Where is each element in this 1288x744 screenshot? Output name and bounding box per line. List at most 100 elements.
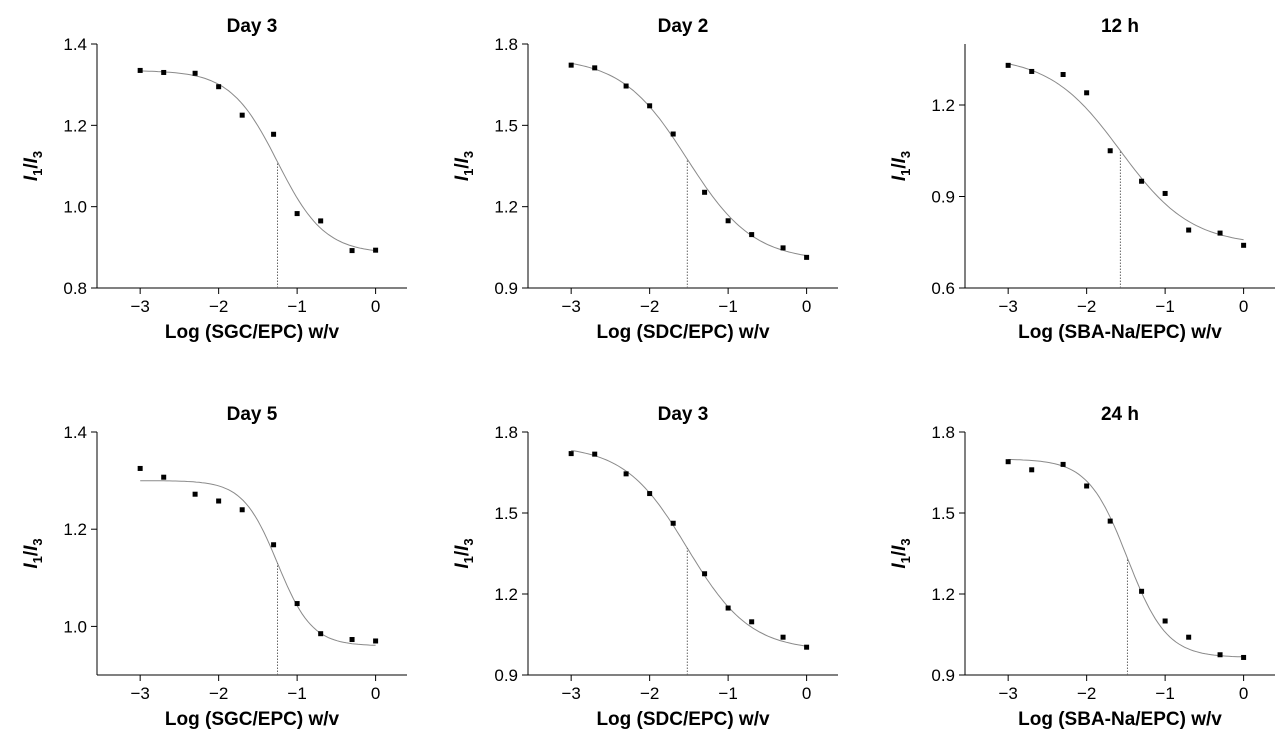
- x-tick-label: −3: [130, 684, 149, 703]
- y-label-part: /: [889, 163, 910, 169]
- y-label-part: /: [452, 550, 473, 556]
- chart-title: Day 2: [658, 16, 709, 37]
- data-point: [647, 491, 653, 497]
- data-point: [1029, 467, 1035, 473]
- data-point: [804, 254, 810, 260]
- y-tick-label: 1.8: [931, 423, 955, 442]
- data-point: [239, 112, 245, 118]
- data-point: [725, 605, 731, 611]
- y-tick-label: 1.2: [63, 116, 87, 135]
- data-point: [1139, 178, 1145, 184]
- y-label-part: 1: [898, 169, 913, 176]
- data-point: [1005, 459, 1011, 465]
- y-tick-label: 1.5: [494, 116, 518, 135]
- data-point: [216, 84, 222, 90]
- y-tick-label: 1.0: [63, 198, 87, 217]
- data-point: [1084, 90, 1090, 96]
- data-point: [271, 542, 277, 548]
- y-tick-label: 1.4: [63, 423, 87, 442]
- data-point: [271, 131, 277, 137]
- y-label-part: I: [21, 175, 42, 181]
- data-point: [702, 189, 708, 195]
- fit-curve: [140, 70, 376, 252]
- y-label-part: I: [452, 175, 473, 181]
- data-point: [1060, 461, 1066, 467]
- x-tick-label: −1: [287, 297, 306, 316]
- y-tick-label: 1.2: [931, 96, 955, 115]
- y-axis-label: I1/I3: [21, 151, 45, 181]
- y-tick-label: 0.9: [931, 666, 955, 685]
- x-axis-label: Log (SGC/EPC) w/v: [165, 322, 340, 343]
- y-label-part: 1: [30, 556, 45, 563]
- y-tick-label: 1.4: [63, 35, 87, 54]
- x-axis-label: Log (SDC/EPC) w/v: [596, 322, 770, 343]
- data-point: [647, 103, 653, 109]
- fit-curve: [571, 450, 807, 647]
- y-label-part: I: [452, 563, 473, 569]
- x-tick-label: −3: [130, 297, 149, 316]
- x-tick-label: −3: [561, 684, 580, 703]
- y-tick-label: 0.9: [494, 279, 518, 298]
- y-tick-label: 0.9: [931, 188, 955, 207]
- y-tick-label: 1.8: [494, 423, 518, 442]
- data-point: [623, 471, 629, 477]
- data-point: [568, 451, 574, 457]
- y-label-part: I: [889, 175, 910, 181]
- data-point: [137, 67, 143, 73]
- y-tick-label: 0.6: [931, 279, 955, 298]
- data-point: [294, 601, 300, 607]
- x-tick-label: 0: [802, 684, 811, 703]
- y-label-part: I: [452, 545, 473, 551]
- data-point: [592, 451, 598, 457]
- data-point: [1084, 483, 1090, 489]
- data-point: [1162, 190, 1168, 196]
- data-point: [670, 131, 676, 137]
- x-tick-label: −2: [1077, 297, 1096, 316]
- x-tick-label: 0: [371, 297, 380, 316]
- y-label-part: I: [889, 563, 910, 569]
- data-point: [318, 631, 324, 637]
- x-tick-label: 0: [1239, 297, 1248, 316]
- y-tick-label: 1.2: [494, 585, 518, 604]
- data-point: [373, 247, 379, 253]
- y-axis-label: I1/I3: [889, 538, 913, 568]
- data-point: [1241, 242, 1247, 248]
- data-point: [1217, 230, 1223, 236]
- data-point: [161, 69, 167, 75]
- data-point: [1162, 618, 1168, 624]
- y-label-part: I: [21, 545, 42, 551]
- y-label-part: 3: [898, 538, 913, 545]
- x-tick-label: −2: [1077, 684, 1096, 703]
- data-point: [373, 638, 379, 644]
- chart-title: Day 3: [227, 16, 278, 37]
- data-point: [216, 498, 222, 504]
- x-axis-label: Log (SBA-Na/EPC) w/v: [1018, 709, 1222, 730]
- x-tick-label: −1: [1155, 297, 1174, 316]
- data-point: [623, 83, 629, 89]
- data-point: [318, 218, 324, 224]
- y-label-part: /: [889, 550, 910, 556]
- data-point: [1241, 654, 1247, 660]
- y-label-part: /: [21, 550, 42, 556]
- data-point: [804, 644, 810, 650]
- data-point: [749, 619, 755, 625]
- data-point: [702, 571, 708, 577]
- y-label-part: I: [889, 157, 910, 163]
- y-label-part: 1: [30, 169, 45, 176]
- data-point: [161, 474, 167, 480]
- data-point: [1186, 227, 1192, 233]
- data-point: [1107, 518, 1113, 524]
- data-point: [1060, 72, 1066, 77]
- y-label-part: 1: [898, 556, 913, 563]
- x-tick-label: −3: [561, 297, 580, 316]
- data-point: [780, 245, 786, 251]
- y-label-part: 3: [30, 538, 45, 545]
- data-point: [592, 65, 598, 71]
- y-label-part: I: [21, 157, 42, 163]
- y-tick-label: 1.5: [931, 504, 955, 523]
- x-tick-label: 0: [371, 684, 380, 703]
